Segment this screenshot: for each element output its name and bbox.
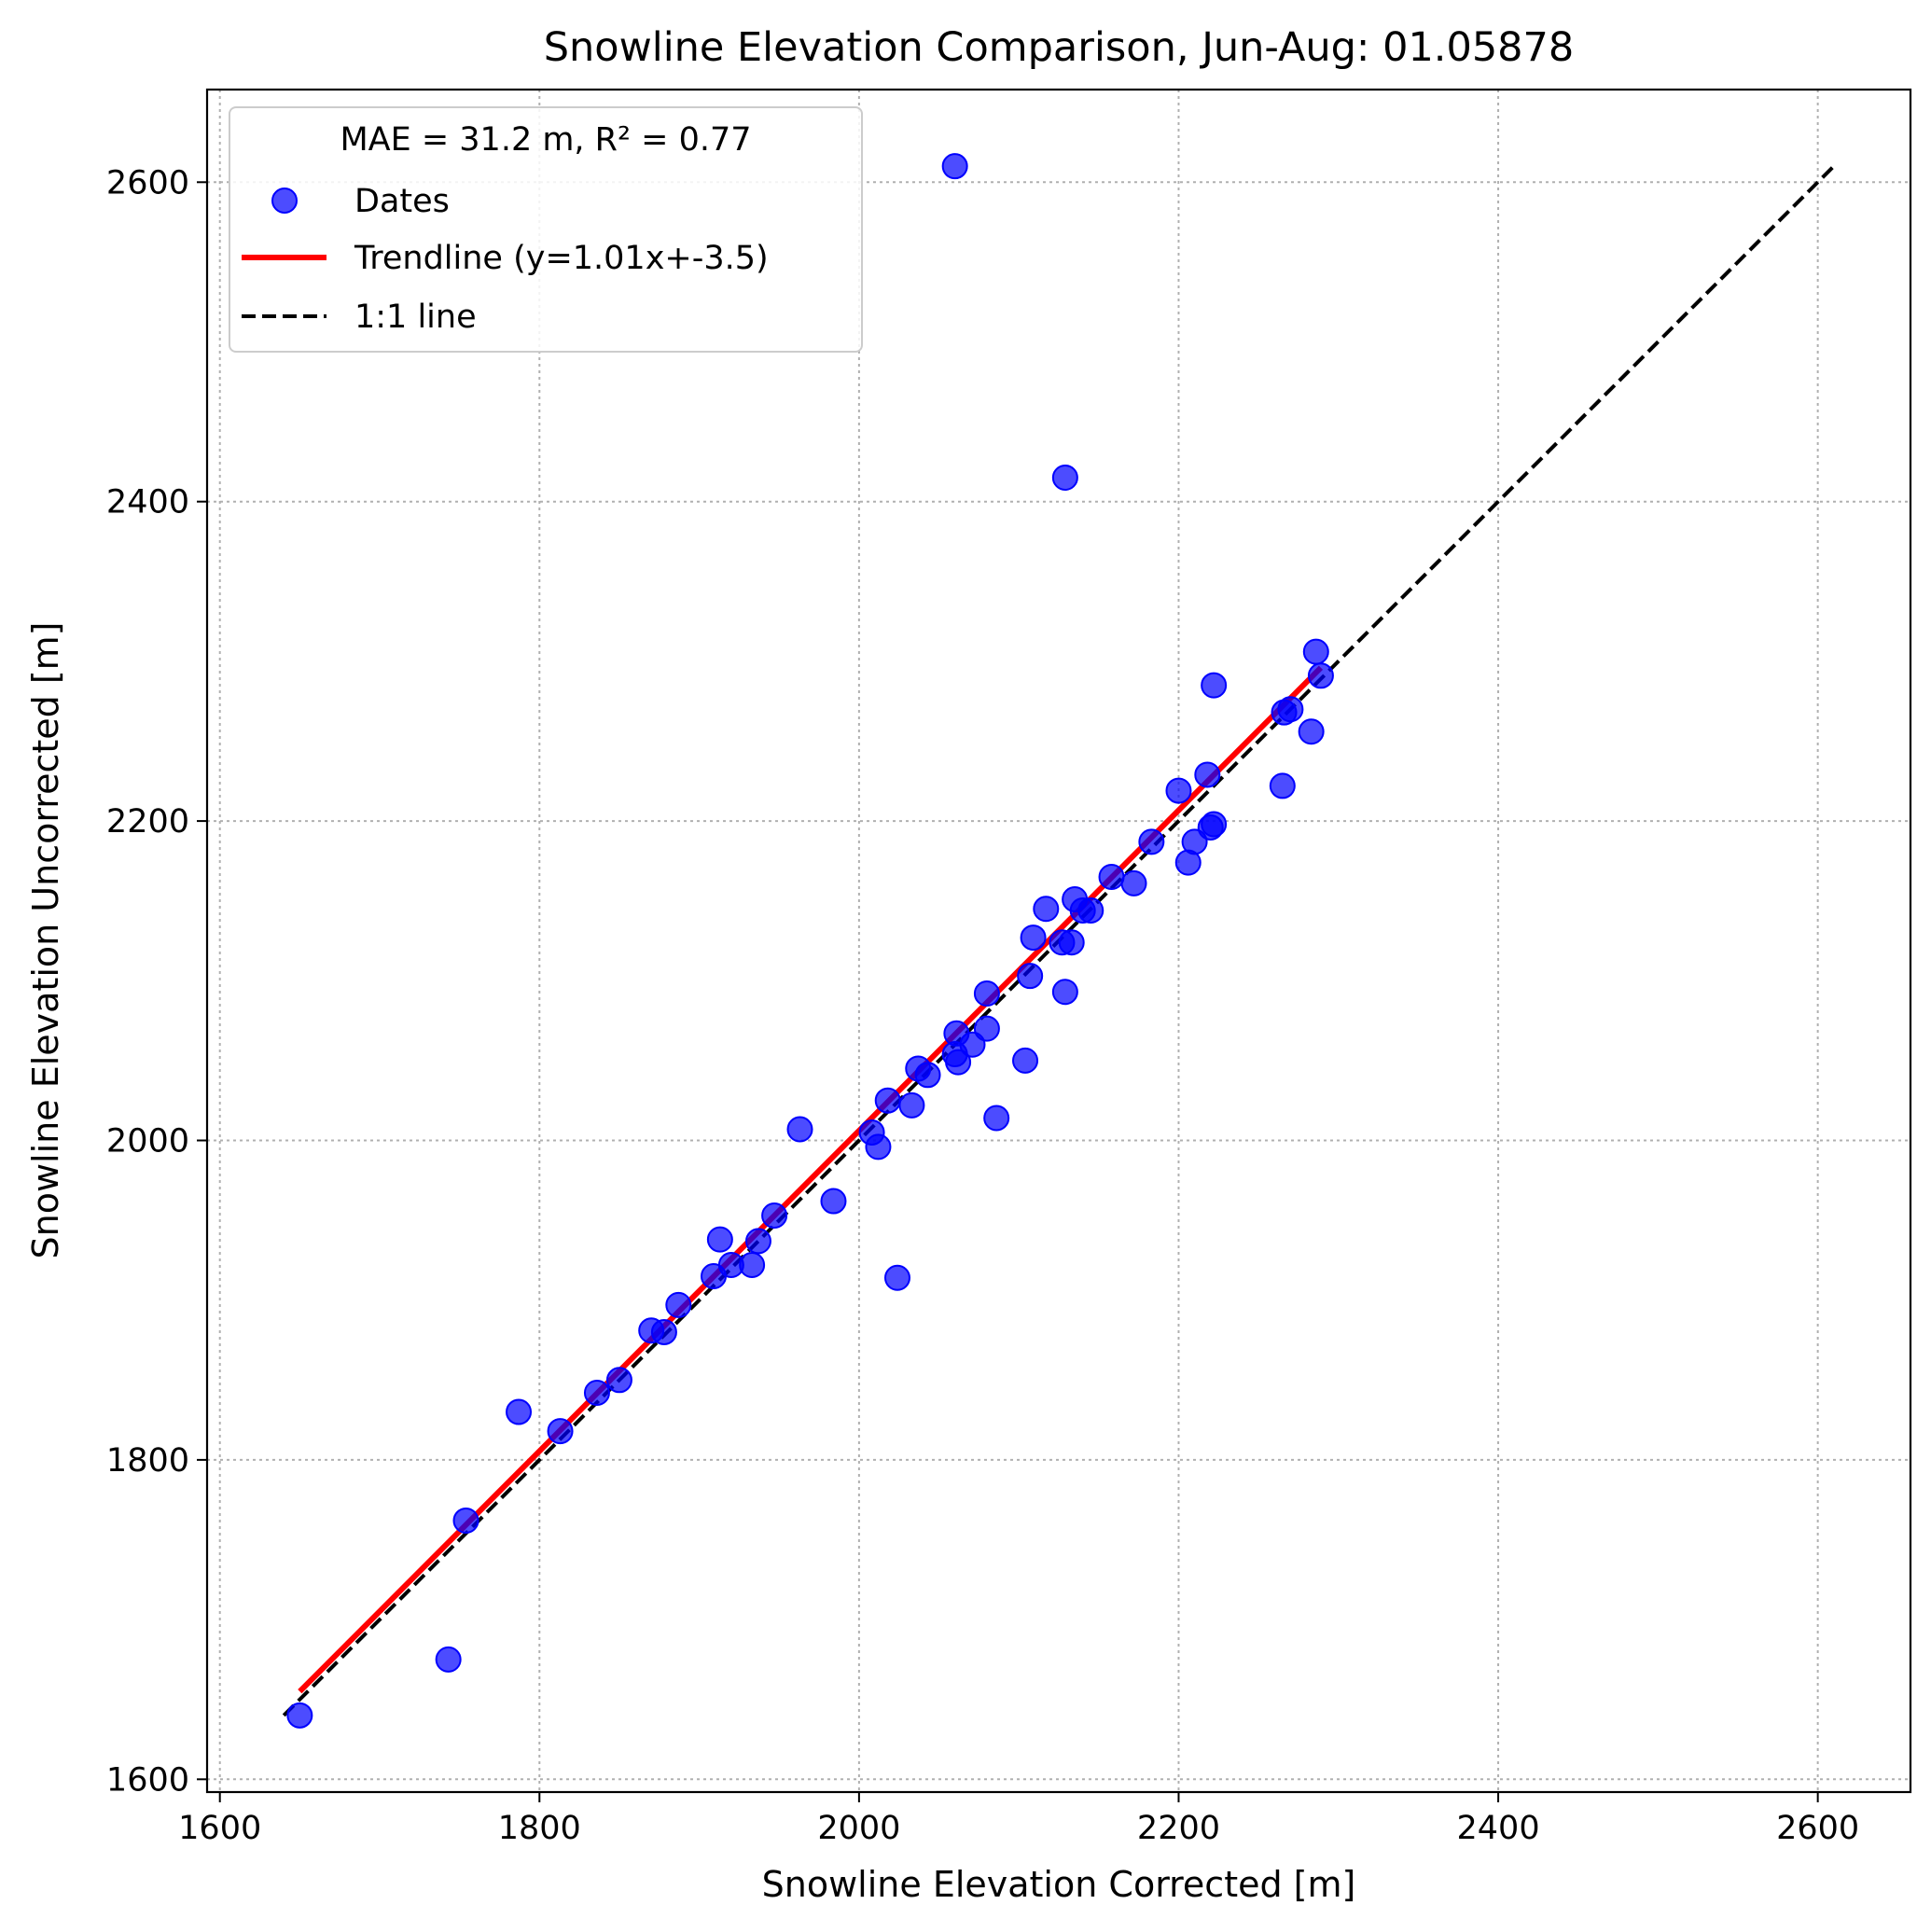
data-point (665, 1291, 692, 1318)
data-point (739, 1252, 766, 1279)
data-point (506, 1398, 533, 1425)
data-point (583, 1379, 610, 1406)
data-point (865, 1133, 892, 1161)
y-tick-label: 2000 (106, 1123, 189, 1161)
data-point (761, 1202, 788, 1229)
data-point (1077, 897, 1104, 924)
data-point (650, 1318, 677, 1345)
data-point (945, 1049, 972, 1076)
data-point (706, 1226, 733, 1253)
data-point (605, 1367, 632, 1394)
data-point (883, 1264, 910, 1291)
chart-title: Snowline Elevation Comparison, Jun-Aug: … (544, 24, 1575, 71)
data-point (547, 1418, 574, 1445)
data-point (914, 1062, 941, 1089)
data-point (1269, 772, 1296, 799)
data-point (1012, 1047, 1039, 1074)
x-tick-label: 2000 (817, 1810, 900, 1847)
data-point (1020, 924, 1047, 952)
data-point (973, 1015, 1000, 1042)
y-tick-label: 1600 (106, 1761, 189, 1799)
x-tick-label: 1800 (498, 1810, 581, 1847)
data-point (1201, 672, 1228, 699)
data-point (1058, 929, 1085, 956)
data-point (1201, 811, 1228, 838)
legend-label-one-to-one: 1:1 line (354, 299, 477, 336)
data-point (983, 1105, 1010, 1132)
grid (207, 90, 1910, 1792)
data-point (1138, 828, 1165, 855)
data-point (1120, 869, 1147, 897)
data-point (1017, 963, 1044, 990)
y-tick-label: 2400 (106, 484, 189, 521)
y-tick-label: 1800 (106, 1442, 189, 1480)
legend-title: MAE = 31.2 m, R² = 0.77 (340, 121, 751, 159)
data-point (874, 1087, 901, 1114)
legend-label-trendline: Trendline (y=1.01x+-3.5) (354, 240, 769, 277)
scatter-points (286, 153, 1334, 1729)
data-point (1051, 465, 1078, 492)
legend-label-dates: Dates (354, 183, 450, 220)
data-point (1194, 761, 1221, 788)
data-point (1302, 638, 1329, 665)
y-tick-label: 2600 (106, 164, 189, 202)
data-point (898, 1091, 925, 1119)
data-point (435, 1646, 462, 1673)
data-point (1298, 718, 1325, 745)
x-tick-label: 2600 (1776, 1810, 1859, 1847)
legend-box (229, 106, 863, 353)
x-tick-label: 2400 (1457, 1810, 1540, 1847)
axis-ticks: 1600 1800 2000 2200 2400 2600 1600 1800 2000 2200… (106, 164, 1859, 1847)
x-tick-label: 2200 (1137, 1810, 1220, 1847)
data-point (941, 153, 968, 180)
y-axis-label: Snowline Elevation Uncorrected [m] (25, 622, 66, 1259)
data-point (452, 1507, 479, 1534)
data-point (1165, 777, 1192, 804)
data-point (820, 1188, 847, 1215)
legend: MAE = 31.2 m, R² = 0.77 Dates Trendline … (229, 106, 863, 353)
data-point (1307, 662, 1334, 689)
legend-marker-dates (271, 188, 298, 214)
x-tick-label: 1600 (178, 1810, 261, 1847)
plot-frame (205, 88, 1912, 1794)
data-point (1033, 896, 1060, 923)
data-point (744, 1228, 771, 1255)
data-point (1098, 864, 1125, 891)
data-point (1277, 696, 1304, 723)
x-axis-label: Snowline Elevation Corrected [m] (762, 1864, 1356, 1905)
y-tick-label: 2200 (106, 803, 189, 841)
data-point (973, 980, 1000, 1007)
data-point (786, 1116, 813, 1143)
data-point (1051, 979, 1078, 1006)
data-point (286, 1702, 313, 1729)
